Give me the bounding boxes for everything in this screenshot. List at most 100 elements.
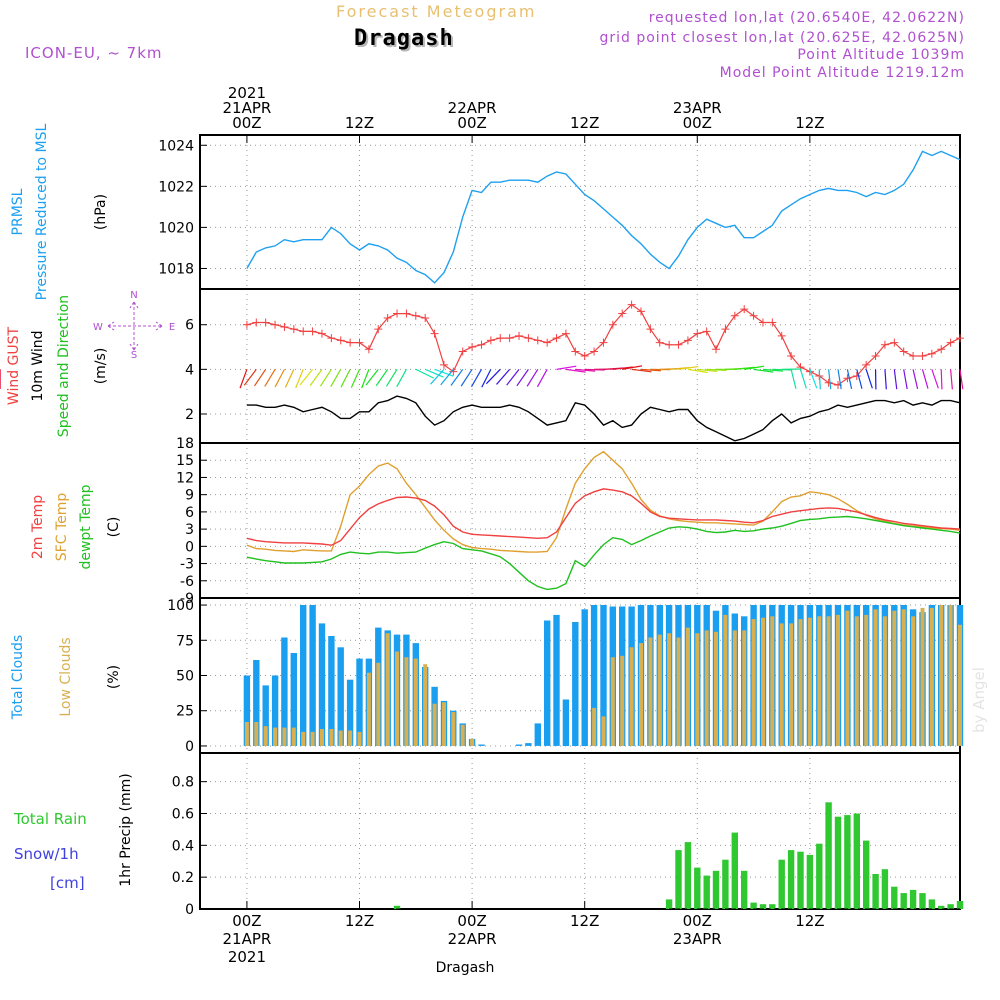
y-tick-label: 0 xyxy=(185,539,194,555)
low-cloud-bar xyxy=(348,730,353,746)
wind-direction-arrow xyxy=(640,368,661,372)
gust-marker xyxy=(571,347,580,356)
rain-bar xyxy=(665,899,673,909)
gust-marker xyxy=(749,311,758,320)
wind-direction-arrow xyxy=(481,369,492,388)
y-tick-label: 1020 xyxy=(158,220,194,236)
gust-marker xyxy=(862,360,871,369)
gust-marker xyxy=(740,305,749,314)
rain-bar xyxy=(909,889,917,909)
gust-marker xyxy=(280,322,289,331)
y-tick-label: 2 xyxy=(185,407,194,423)
wind-unit-label: (m/s) xyxy=(93,348,109,385)
wind-direction-arrow xyxy=(396,369,407,388)
wind-direction-arrow xyxy=(893,369,898,390)
rain-bar xyxy=(741,870,748,909)
gust-marker xyxy=(608,320,617,329)
wind-speed-line xyxy=(246,395,961,442)
meteogram-title: Forecast Meteogram xyxy=(336,2,537,21)
wind-direction-arrow xyxy=(485,368,501,385)
total-cloud-bar xyxy=(262,685,269,746)
gust-marker xyxy=(768,318,777,327)
wind-direction-arrow xyxy=(375,369,389,387)
rain-bar xyxy=(694,867,701,909)
total-cloud-bar xyxy=(309,605,316,746)
gust-marker xyxy=(261,318,270,327)
model-label: ICON-EU, ~ 7km xyxy=(25,44,163,62)
y-tick-label: 0.2 xyxy=(172,870,194,886)
total-cloud-bar xyxy=(346,679,354,746)
bottom-time-label: 00Z xyxy=(457,912,486,930)
snow-legend: Snow/1h xyxy=(14,845,79,863)
total-cloud-bar xyxy=(600,605,607,746)
point-altitude: Point Altitude 1039m xyxy=(797,47,965,63)
wind-direction-arrow xyxy=(697,368,718,373)
wind-direction-arrow xyxy=(950,369,953,390)
low-cloud-bar xyxy=(901,609,906,746)
gust-marker xyxy=(421,314,430,323)
wind-direction-arrow xyxy=(496,368,511,385)
wind-direction-arrow xyxy=(556,365,577,370)
low-cloud-bar xyxy=(320,729,324,746)
y-tick-label: 1018 xyxy=(158,261,194,277)
rain-bar xyxy=(900,893,907,909)
total-cloud-bar xyxy=(553,614,560,746)
total-cloud-bar xyxy=(337,647,344,746)
gust-marker xyxy=(317,329,326,338)
low-cloud-bar xyxy=(263,726,268,746)
low-cloud-bar xyxy=(751,619,756,746)
dewpt-line xyxy=(246,515,961,591)
low-cloud-bar xyxy=(779,623,784,746)
wind-direction-arrow xyxy=(818,369,821,390)
wind-direction-arrow xyxy=(687,368,708,374)
wind-direction-arrow xyxy=(565,368,586,373)
low-cloud-bar xyxy=(254,722,259,746)
low-cloud-bar xyxy=(639,643,643,746)
temp-unit-label: (C) xyxy=(106,517,122,538)
gust-marker xyxy=(289,325,298,334)
wind-direction-arrow xyxy=(846,369,853,390)
low-cloud-bar xyxy=(657,634,662,746)
gust-marker xyxy=(458,347,467,356)
y-tick-label: 6 xyxy=(185,318,194,334)
low-cloud-bar xyxy=(273,727,278,746)
wind-direction-arrow xyxy=(884,369,887,390)
low-cloud-bar xyxy=(836,614,840,746)
rain-legend: Total Rain xyxy=(13,810,87,828)
low-cloud-bar xyxy=(610,657,615,746)
low-clouds-axis-label: Low Clouds xyxy=(58,637,74,716)
gust-marker xyxy=(524,334,533,343)
low-cloud-bar xyxy=(911,616,916,746)
y-tick-label: -3 xyxy=(180,557,194,573)
rain-bar xyxy=(834,816,842,909)
y-tick-label: 1022 xyxy=(158,179,194,195)
wind-direction-arrow xyxy=(931,369,939,389)
wind-direction-arrow xyxy=(385,369,398,387)
rain-bar xyxy=(759,904,767,909)
wind-direction-arrow xyxy=(612,366,633,370)
gust-marker xyxy=(852,372,861,381)
gust-marker xyxy=(505,334,514,343)
low-cloud-bar xyxy=(948,605,953,746)
gust-marker xyxy=(683,336,692,345)
wind-direction-arrow xyxy=(536,369,548,388)
y-tick-label: 1024 xyxy=(158,138,194,154)
wind-direction-arrow xyxy=(299,368,314,386)
wind-direction-arrow xyxy=(575,368,596,372)
panel-frame xyxy=(199,134,961,290)
y-tick-label: 0.8 xyxy=(172,775,194,791)
wind-direction-arrow xyxy=(865,369,873,389)
rain-bar xyxy=(393,905,401,909)
gust-marker xyxy=(599,338,608,347)
low-cloud-bar xyxy=(667,633,672,746)
rain-bar xyxy=(956,901,964,909)
low-cloud-bar xyxy=(807,617,812,746)
low-cloud-bar xyxy=(629,647,634,746)
gust-axis-label: Wind GUST xyxy=(6,326,22,405)
top-time-label: 00Z xyxy=(457,114,486,132)
rain-bar xyxy=(825,802,832,909)
total-cloud-bar xyxy=(525,743,532,746)
rain-bar xyxy=(675,850,682,909)
gust-marker xyxy=(712,345,721,354)
bottom-time-label: 21APR xyxy=(222,930,271,948)
